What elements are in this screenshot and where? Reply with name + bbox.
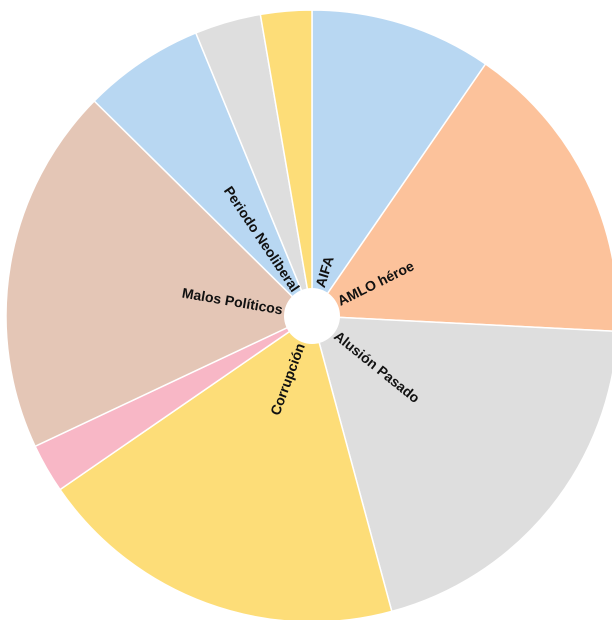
pie-slice-6: [93, 31, 313, 317]
center-hole: [284, 288, 340, 344]
pie-slice-5: [5, 99, 314, 448]
pie-slice-8: [259, 9, 313, 317]
pie-slice-0: [311, 9, 487, 319]
pie-slices: [5, 9, 612, 620]
pie-slice-1: [310, 62, 612, 332]
